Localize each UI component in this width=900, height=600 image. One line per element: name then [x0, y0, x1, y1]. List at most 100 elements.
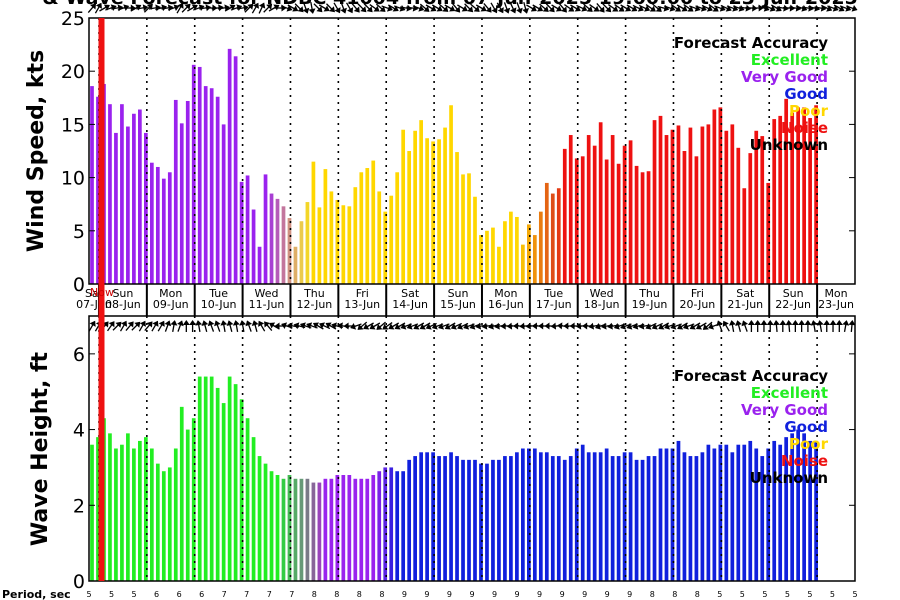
- wind-bar: [461, 174, 465, 284]
- wave-bar: [550, 456, 555, 581]
- wind-legend-title: Forecast Accuracy: [674, 34, 828, 52]
- wave-bar: [598, 452, 603, 581]
- wind-direction-arrow: [526, 4, 537, 12]
- wind-direction-arrow: [224, 4, 236, 12]
- day-name: Sat: [736, 287, 755, 300]
- wave-bar: [628, 452, 633, 581]
- wind-direction-arrow: [532, 4, 544, 12]
- wave-bar: [688, 456, 693, 581]
- wind-direction-arrow: [251, 2, 259, 14]
- wave-bar: [646, 456, 651, 581]
- wind-bar: [736, 147, 741, 284]
- wind-bar: [622, 145, 627, 284]
- wind-bar: [658, 115, 663, 284]
- wind-bar: [449, 105, 453, 284]
- wind-direction-arrow: [258, 2, 266, 14]
- wind-bar: [257, 246, 262, 284]
- wind-direction-arrow: [558, 2, 567, 13]
- wave-bar: [413, 456, 417, 581]
- day-name: Wed: [590, 287, 614, 300]
- wind-bar: [640, 172, 645, 284]
- wind-bar: [730, 124, 735, 285]
- period-value: 5: [717, 590, 722, 599]
- wave-direction-arrow: [716, 320, 723, 332]
- wind-legend-item: Very Good: [741, 68, 828, 86]
- day-date: 18-Jun: [584, 298, 620, 311]
- wind-bar: [245, 175, 250, 284]
- wind-direction-arrow: [438, 3, 449, 12]
- day-date: 14-Jun: [392, 298, 428, 311]
- wind-legend-item: Excellent: [751, 51, 828, 69]
- wind-bar: [544, 182, 549, 284]
- wave-direction-arrow: [151, 320, 159, 332]
- wind-bar: [347, 206, 352, 284]
- period-value: 7: [267, 590, 272, 599]
- period-value: 9: [560, 590, 565, 599]
- wind-bar: [209, 88, 214, 284]
- wave-direction-arrow: [816, 320, 824, 333]
- wave-bar: [718, 444, 723, 581]
- wave-bar: [401, 471, 406, 581]
- wind-bar: [568, 135, 573, 284]
- wind-direction-arrow: [496, 2, 504, 14]
- day-name: Mon: [824, 287, 847, 300]
- wind-bar: [383, 211, 388, 284]
- wave-direction-arrow: [144, 321, 153, 332]
- wave-bar: [144, 437, 148, 581]
- wind-bar: [688, 127, 693, 284]
- wind-bar: [742, 188, 747, 284]
- wave-bar: [724, 444, 729, 581]
- wave-legend-item: Good: [784, 418, 828, 436]
- wind-bar: [359, 172, 364, 284]
- wind-direction-arrow: [602, 3, 612, 13]
- wind-bar: [311, 161, 316, 284]
- wave-direction-arrow: [258, 320, 266, 332]
- wave-direction-arrow: [88, 320, 96, 332]
- wind-bar: [317, 207, 322, 284]
- wind-direction-arrow: [545, 3, 555, 13]
- wave-legend-item: Noise: [781, 452, 828, 470]
- wind-ytick-label: 15: [61, 114, 85, 136]
- wind-direction-arrows: [87, 1, 858, 14]
- wind-direction-arrow: [470, 3, 480, 12]
- wave-bars: [90, 376, 818, 581]
- wave-bar: [335, 475, 340, 581]
- wave-bar: [766, 448, 771, 581]
- wind-bar: [718, 107, 723, 284]
- wind-bar: [353, 187, 358, 284]
- wave-direction-arrow: [207, 320, 215, 332]
- wave-direction-arrow: [350, 323, 362, 330]
- wave-bar: [173, 448, 178, 581]
- period-value: 7: [244, 590, 249, 599]
- wave-bar: [371, 475, 376, 581]
- wave-bar: [796, 429, 800, 581]
- wind-direction-arrow: [638, 4, 651, 12]
- wave-bar: [108, 433, 112, 581]
- wave-bar: [455, 456, 459, 581]
- wind-direction-arrow: [457, 4, 468, 12]
- period-value: 9: [492, 590, 497, 599]
- wave-bar: [275, 475, 280, 581]
- wind-bar: [706, 124, 711, 285]
- wind-direction-arrow: [326, 3, 335, 13]
- period-value: 5: [762, 590, 767, 599]
- wave-bar: [754, 448, 759, 581]
- wave-direction-arrow: [226, 320, 234, 332]
- wave-direction-arrow: [245, 320, 253, 332]
- wind-bar: [431, 141, 435, 284]
- wind-direction-arrow: [244, 3, 254, 13]
- wave-bar: [132, 448, 136, 581]
- wave-bar: [221, 403, 226, 581]
- wave-direction-arrow: [251, 320, 259, 332]
- wave-bar: [233, 384, 238, 581]
- wind-direction-arrow: [795, 5, 808, 12]
- wind-direction-arrow: [564, 4, 575, 12]
- wind-bar: [155, 166, 160, 284]
- wind-direction-arrow: [333, 2, 341, 14]
- wind-direction-arrow: [708, 4, 719, 12]
- wave-bar: [790, 433, 795, 581]
- wave-direction-arrow: [810, 320, 818, 333]
- wind-bar: [628, 140, 633, 284]
- period-value: 5: [86, 590, 91, 599]
